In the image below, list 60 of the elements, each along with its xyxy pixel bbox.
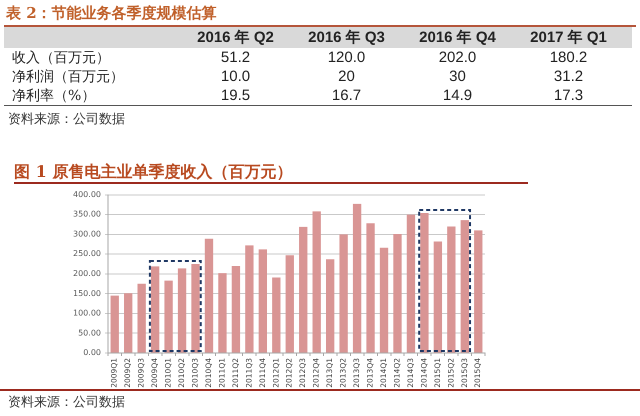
bar xyxy=(258,249,268,352)
data-label: 180.2 xyxy=(548,48,588,67)
bar xyxy=(164,280,173,352)
text: 净利率（%） xyxy=(4,86,180,106)
bar xyxy=(124,293,132,352)
y-tick-label: 300.00 xyxy=(73,229,101,238)
y-tick-label: 400.00 xyxy=(73,190,101,199)
y-tick-label: 250.00 xyxy=(73,249,101,258)
bar xyxy=(110,296,119,352)
chart-title: 图 1 原售电主业单季度收入（百万元） xyxy=(14,162,292,183)
bar xyxy=(137,284,146,352)
data-label: 30 xyxy=(448,67,467,86)
bar xyxy=(312,211,321,352)
bar xyxy=(406,214,416,352)
category-label: 2016 年 Q2 xyxy=(180,27,291,48)
bar xyxy=(218,273,227,352)
bar xyxy=(420,212,429,352)
y-tick-label: 0.00 xyxy=(83,348,101,358)
text: 表 2：节能业务各季度规模估算 xyxy=(6,4,217,23)
data-label: 14.9 xyxy=(402,86,513,106)
y-tick-label: 100.00 xyxy=(73,308,101,318)
bar xyxy=(352,204,362,352)
bar xyxy=(434,241,442,352)
bar xyxy=(286,255,294,352)
text: 收入（百万元） xyxy=(11,48,111,67)
data-label: 17.3 xyxy=(513,86,624,106)
y-tick-label: 150.00 xyxy=(73,288,101,298)
bar xyxy=(393,234,402,352)
bar xyxy=(380,248,388,352)
bar xyxy=(150,266,160,352)
data-label: 51.2 xyxy=(220,48,252,67)
y-tick-label: 50.00 xyxy=(78,328,101,338)
bar xyxy=(447,226,456,352)
bar xyxy=(326,259,334,352)
data-label: 10.0 xyxy=(220,67,252,86)
category-label: 2016 年 Q3 xyxy=(291,27,402,48)
data-label: 20 xyxy=(337,67,356,86)
bar xyxy=(204,238,214,352)
data-label: 19.5 xyxy=(180,86,291,106)
data-label: 16.7 xyxy=(291,86,402,106)
bar xyxy=(339,234,348,352)
text: 资料来源：公司数据 xyxy=(8,394,125,411)
bar xyxy=(272,277,280,352)
bar xyxy=(366,223,375,352)
bar xyxy=(245,245,254,352)
data-label: 31.2 xyxy=(552,67,584,86)
data-label: 202.0 xyxy=(438,48,478,67)
bar xyxy=(232,266,240,352)
bar xyxy=(191,264,200,352)
bar xyxy=(178,268,186,352)
bar xyxy=(474,230,482,352)
bar xyxy=(299,226,308,352)
y-tick-label: 350.00 xyxy=(73,210,101,219)
text: 净利润（百万元） xyxy=(11,68,125,86)
category-label: 2016 年 Q4 xyxy=(402,27,513,48)
data-label: 120.0 xyxy=(326,48,366,67)
category-label: 2017 年 Q1 xyxy=(513,27,624,48)
y-tick-label: 200.00 xyxy=(73,268,101,278)
bar xyxy=(460,220,469,352)
text: 资料来源：公司数据 xyxy=(8,111,125,128)
